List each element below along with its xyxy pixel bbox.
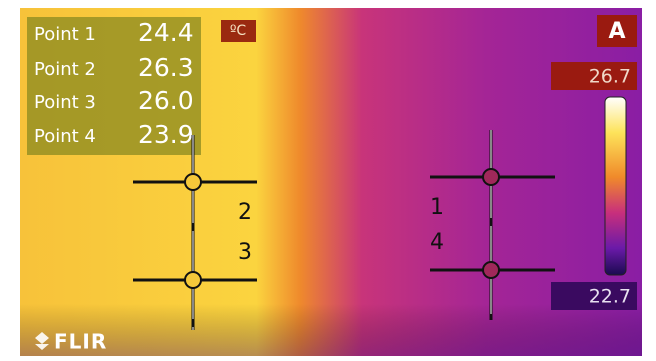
marker-label: 1 (430, 195, 444, 220)
spot-marker (185, 174, 201, 190)
thermal-view: Point 1 24.4 Point 2 26.3 Point 3 26.0 Point 4… (0, 0, 656, 361)
reading-label: Point 3 (34, 92, 96, 113)
spot-marker (483, 169, 499, 185)
reading-value: 26.0 (138, 86, 194, 115)
reading-value: 26.3 (138, 53, 194, 82)
thermal-screen: Point 1 24.4 Point 2 26.3 Point 3 26.0 Point 4… (0, 0, 656, 361)
scale-max: 26.7 (589, 66, 631, 88)
marker-label: 4 (430, 230, 444, 255)
spot-marker (483, 262, 499, 278)
marker-label: 2 (238, 200, 252, 225)
scale-min: 22.7 (589, 286, 631, 308)
marker-label: 3 (238, 240, 252, 265)
unit: ºC (230, 23, 247, 39)
spot-marker (185, 272, 201, 288)
color-bar (605, 97, 626, 275)
reading-value: 24.4 (138, 18, 194, 47)
reading-label: Point 2 (34, 59, 96, 80)
reading-label: Point 4 (34, 126, 96, 147)
reading-label: Point 1 (34, 24, 96, 45)
mode: A (608, 19, 625, 44)
logo: FLIR (54, 330, 107, 354)
reading-value: 23.9 (138, 120, 194, 149)
